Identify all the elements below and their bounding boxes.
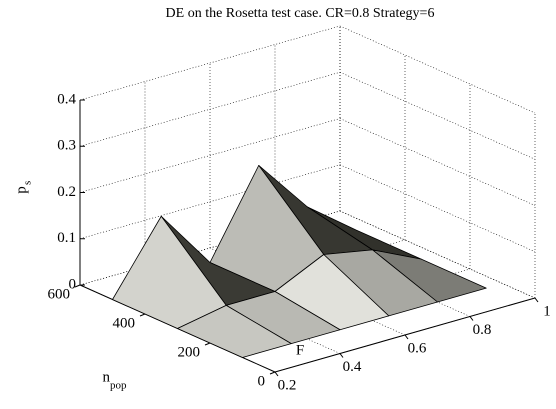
- grid-line: [79, 118, 341, 193]
- y-axis-label-sub: pop: [110, 380, 127, 392]
- x-tick-label: 0.8: [473, 322, 492, 338]
- z-tick-label: 0.3: [57, 138, 76, 154]
- x-tick-label: 1: [543, 303, 551, 319]
- grid-line: [79, 71, 341, 147]
- x-tick: [339, 353, 344, 358]
- x-tick-label: 0.2: [278, 377, 297, 393]
- grid-line: [339, 118, 536, 206]
- y-tick-label: 400: [113, 315, 136, 331]
- x-tick: [534, 297, 539, 303]
- y-tick-label: 600: [48, 286, 71, 302]
- x-tick: [469, 316, 474, 321]
- z-axis-label: p s: [13, 181, 33, 194]
- chart-title: DE on the Rosetta test case. CR=0.8 Stra…: [166, 6, 435, 21]
- y-axis-label-base: n: [103, 369, 111, 385]
- x-tick-label: 0.6: [408, 340, 427, 356]
- grid-line: [79, 25, 341, 101]
- x-tick: [274, 371, 279, 377]
- y-axis-label: n pop: [103, 369, 128, 391]
- z-axis-label-sub: s: [22, 181, 34, 185]
- y-tick: [139, 313, 146, 317]
- y-tick-label: 200: [178, 344, 201, 360]
- z-axis-label-base: p: [13, 186, 29, 194]
- x-tick-label: 0.4: [343, 359, 362, 375]
- z-tick-label: 0.2: [57, 184, 76, 200]
- y-tick: [204, 342, 211, 346]
- z-tick-label: 0: [69, 276, 77, 292]
- grid-line: [339, 25, 536, 114]
- surface-patch: [177, 304, 292, 358]
- x-axis-label: F: [296, 342, 304, 358]
- y-tick: [74, 284, 81, 288]
- grid-line: [339, 164, 536, 253]
- grid-line: [79, 164, 341, 240]
- grid-line: [339, 210, 536, 299]
- grid-line: [339, 210, 536, 299]
- z-tick-label: 0.1: [57, 230, 76, 246]
- grid-line: [339, 71, 536, 160]
- z-tick-label: 0.4: [57, 91, 76, 107]
- x-tick: [404, 334, 409, 340]
- y-tick: [269, 371, 276, 375]
- y-tick-label: 0: [258, 373, 266, 389]
